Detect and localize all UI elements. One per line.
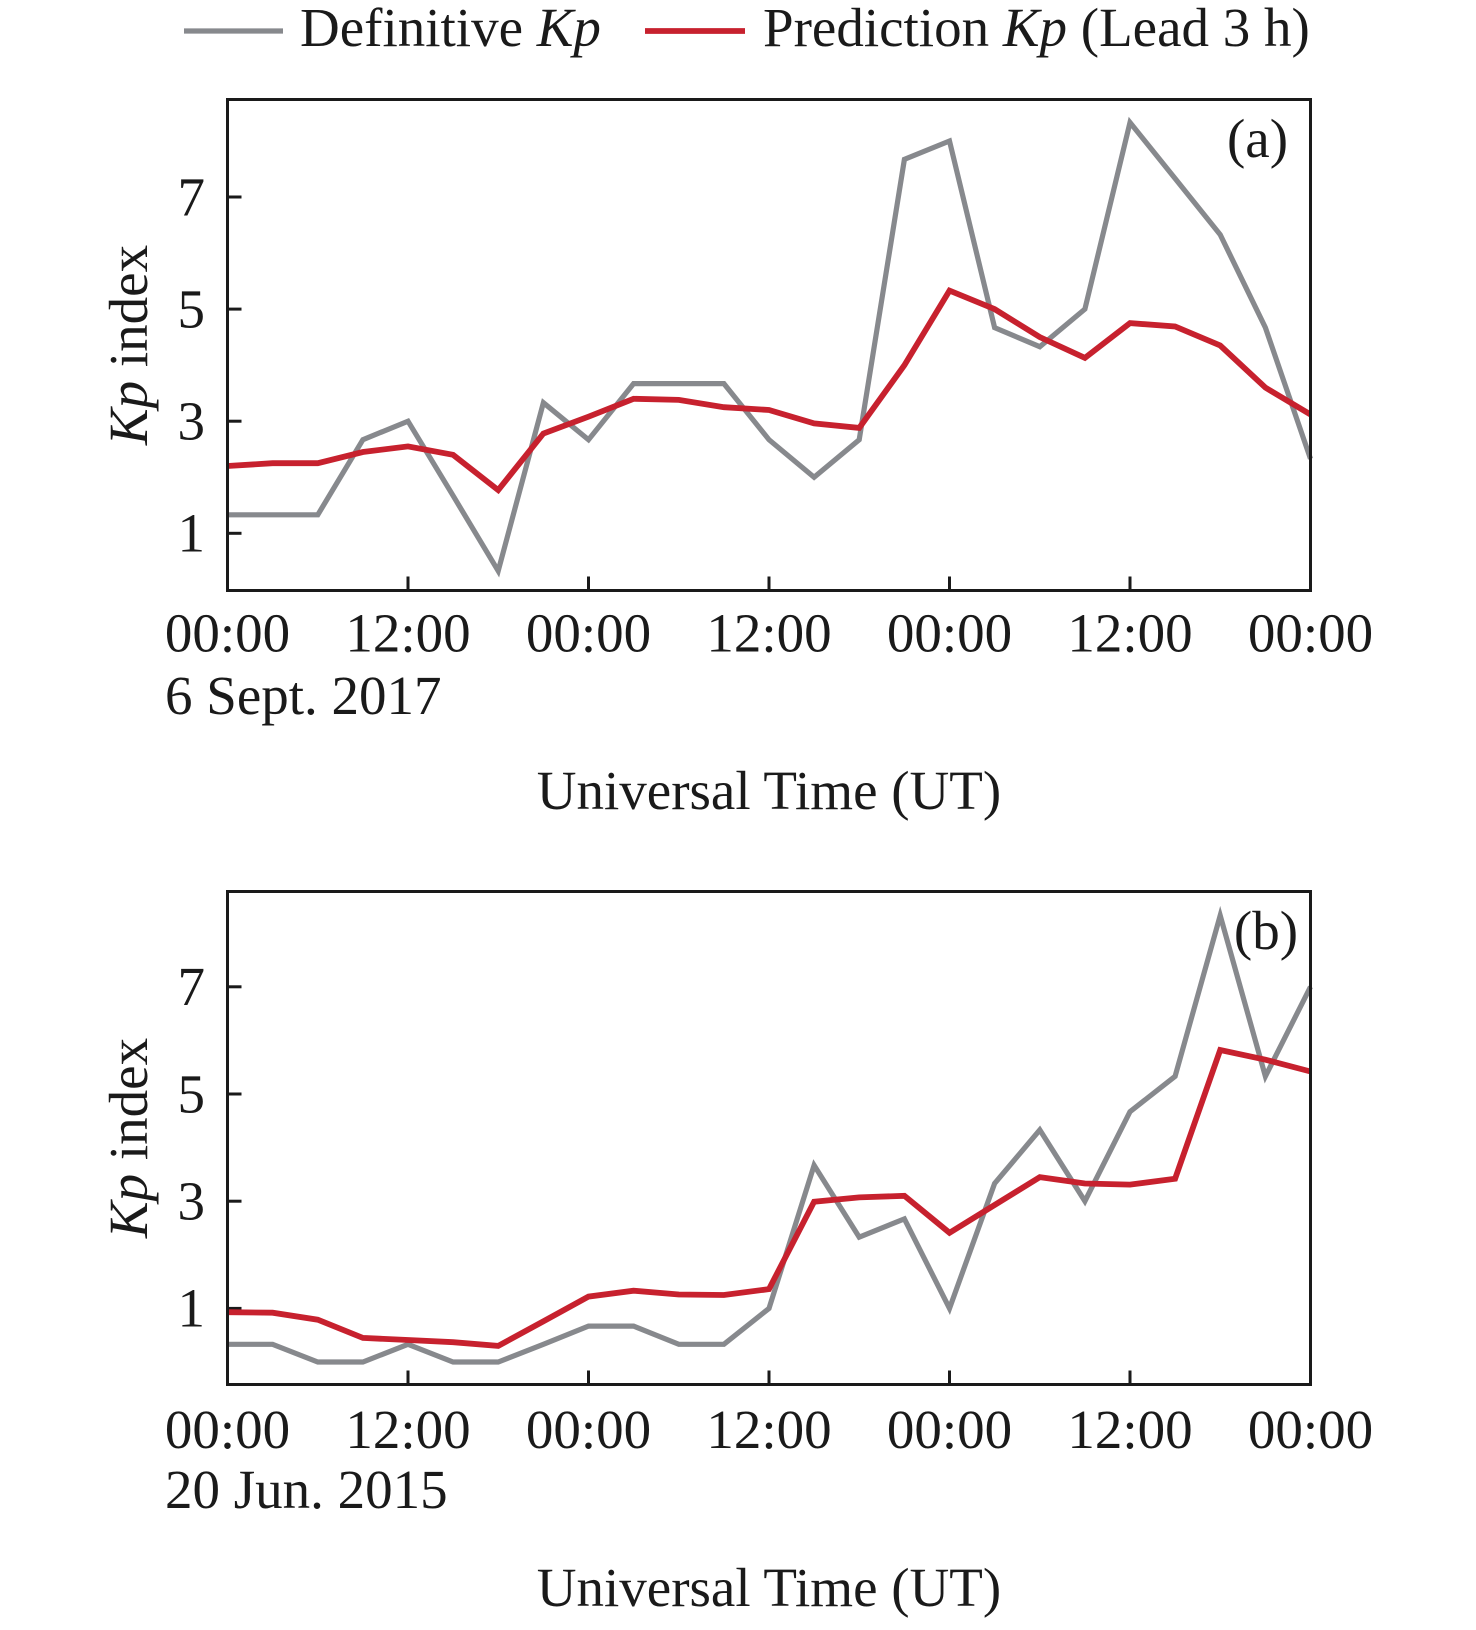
svg-text:1: 1 bbox=[178, 1278, 206, 1339]
svg-text:3: 3 bbox=[178, 1171, 206, 1232]
svg-text:Prediction Kp (Lead 3 h): Prediction Kp (Lead 3 h) bbox=[763, 0, 1310, 58]
svg-text:12:00: 12:00 bbox=[1067, 603, 1192, 664]
svg-text:6 Sept. 2017: 6 Sept. 2017 bbox=[165, 665, 442, 726]
svg-text:5: 5 bbox=[178, 278, 206, 339]
svg-text:7: 7 bbox=[178, 956, 206, 1017]
svg-text:Kp index: Kp index bbox=[98, 245, 159, 446]
svg-text:(a): (a) bbox=[1227, 108, 1288, 169]
svg-text:12:00: 12:00 bbox=[345, 1399, 470, 1460]
svg-text:00:00: 00:00 bbox=[887, 1399, 1012, 1460]
svg-text:20 Jun. 2015: 20 Jun. 2015 bbox=[165, 1459, 448, 1520]
svg-text:12:00: 12:00 bbox=[1067, 1399, 1192, 1460]
svg-text:00:00: 00:00 bbox=[165, 1399, 290, 1460]
svg-text:00:00: 00:00 bbox=[165, 603, 290, 664]
svg-text:12:00: 12:00 bbox=[706, 603, 831, 664]
svg-text:00:00: 00:00 bbox=[887, 603, 1012, 664]
svg-text:Universal Time (UT): Universal Time (UT) bbox=[537, 1557, 1001, 1618]
svg-text:12:00: 12:00 bbox=[706, 1399, 831, 1460]
svg-text:Kp index: Kp index bbox=[98, 1038, 159, 1239]
svg-text:3: 3 bbox=[178, 391, 206, 452]
svg-text:12:00: 12:00 bbox=[345, 603, 470, 664]
svg-text:Definitive Kp: Definitive Kp bbox=[300, 0, 601, 58]
svg-text:(b): (b) bbox=[1234, 900, 1298, 961]
svg-text:00:00: 00:00 bbox=[1248, 603, 1373, 664]
svg-text:00:00: 00:00 bbox=[526, 603, 651, 664]
svg-text:5: 5 bbox=[178, 1063, 206, 1124]
svg-text:Universal Time (UT): Universal Time (UT) bbox=[537, 760, 1001, 821]
svg-text:7: 7 bbox=[178, 166, 206, 227]
svg-text:00:00: 00:00 bbox=[1248, 1399, 1373, 1460]
svg-text:1: 1 bbox=[178, 503, 206, 564]
svg-text:00:00: 00:00 bbox=[526, 1399, 651, 1460]
